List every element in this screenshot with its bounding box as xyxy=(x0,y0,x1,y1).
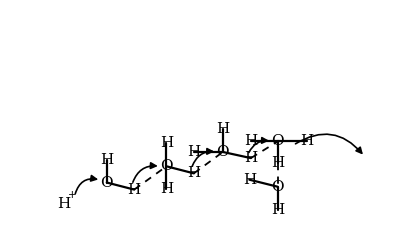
Text: H: H xyxy=(244,134,258,149)
Text: O: O xyxy=(101,176,113,189)
Text: H: H xyxy=(160,182,173,196)
Text: O: O xyxy=(271,134,284,149)
Text: H: H xyxy=(271,156,284,170)
Text: H: H xyxy=(244,151,258,165)
Text: H: H xyxy=(243,173,256,187)
Text: H: H xyxy=(100,153,114,167)
Text: +: + xyxy=(68,190,77,200)
Text: O: O xyxy=(160,159,173,173)
Text: O: O xyxy=(271,180,284,194)
Text: H: H xyxy=(216,122,230,136)
Text: H: H xyxy=(271,203,284,217)
Text: H: H xyxy=(187,166,201,180)
Text: H: H xyxy=(128,183,141,197)
Text: O: O xyxy=(217,145,229,159)
Text: H: H xyxy=(160,136,173,150)
Text: H: H xyxy=(58,197,71,212)
Text: H: H xyxy=(300,134,313,149)
Text: H: H xyxy=(187,145,201,159)
